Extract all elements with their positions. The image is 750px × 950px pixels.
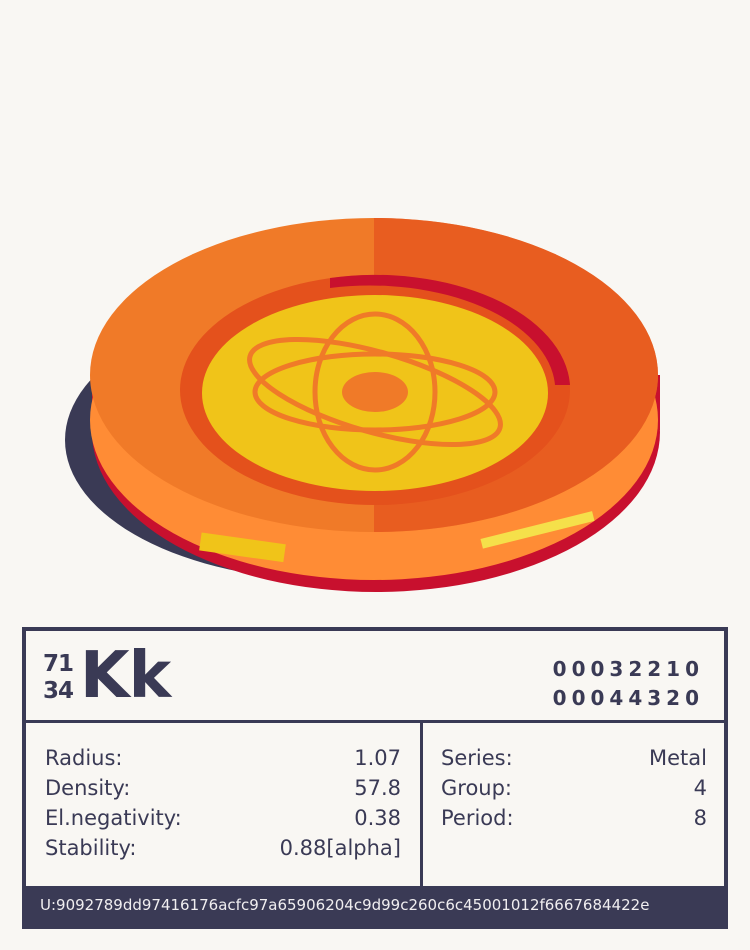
property-label: Stability:: [45, 836, 137, 860]
property-value: 1.07: [354, 746, 401, 770]
property-row: Group: 4: [441, 773, 707, 803]
property-label: Radius:: [45, 746, 123, 770]
property-row: El.negativity: 0.38: [45, 803, 401, 833]
coin-stripe: [199, 532, 286, 563]
property-value: 57.8: [354, 776, 401, 800]
isotope-numbers: 71 34: [43, 651, 74, 705]
element-codes: 00032210 00044320: [553, 655, 704, 713]
uid-footer: U:9092789dd97416176acfc97a65906204c9d99c…: [26, 886, 724, 925]
mass-number: 71: [43, 651, 74, 677]
element-card: 71 34 Kk 00032210 00044320 Radius: 1.07 D…: [22, 627, 728, 929]
coin-illustration: [65, 218, 660, 592]
atom-icon: [247, 311, 503, 473]
properties-right: Series: Metal Group: 4 Period: 8: [423, 723, 724, 886]
card-header: 71 34 Kk 00032210 00044320: [26, 631, 724, 723]
atomic-number: 34: [43, 678, 74, 704]
property-row: Radius: 1.07: [45, 743, 401, 773]
property-label: Density:: [45, 776, 131, 800]
code-line: 00032210: [552, 657, 704, 681]
property-row: Stability: 0.88[alpha]: [45, 833, 401, 863]
property-label: Group:: [441, 776, 513, 800]
code-line: 00044320: [552, 686, 704, 710]
property-label: El.negativity:: [45, 806, 182, 830]
property-row: Density: 57.8: [45, 773, 401, 803]
property-label: Period:: [441, 806, 514, 830]
coin-stripe: [480, 511, 595, 549]
element-symbol: Kk: [80, 639, 171, 713]
property-row: Period: 8: [441, 803, 707, 833]
property-value: 4: [693, 776, 707, 800]
property-row: Series: Metal: [441, 743, 707, 773]
property-value: 8: [693, 806, 707, 830]
property-value: 0.88[alpha]: [279, 836, 401, 860]
properties-left: Radius: 1.07 Density: 57.8 El.negativity: 0…: [26, 723, 423, 886]
property-value: 0.38: [354, 806, 401, 830]
property-value: Metal: [649, 746, 707, 770]
property-label: Series:: [441, 746, 513, 770]
